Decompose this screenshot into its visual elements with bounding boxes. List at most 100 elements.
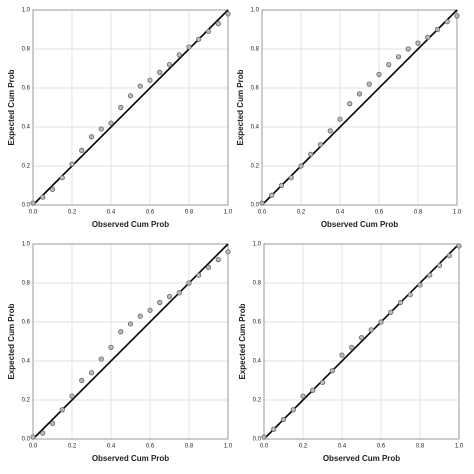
point (79, 147, 85, 153)
point (436, 262, 443, 269)
x-tick-label: 0.2 (68, 210, 77, 216)
point (118, 329, 124, 335)
point (30, 200, 36, 206)
point (456, 243, 462, 249)
reference-line (261, 9, 458, 206)
point (205, 264, 212, 270)
point (280, 416, 287, 423)
point (269, 192, 275, 198)
y-tick-label: 0.8 (22, 281, 31, 287)
y-tick-label: 0.0 (253, 437, 262, 443)
point (446, 253, 452, 259)
y-axis-label: Expected Cum Prob (238, 303, 247, 379)
point (186, 44, 192, 50)
point (300, 393, 306, 399)
x-tick-label: 1.0 (224, 210, 233, 216)
y-tick-label: 0.8 (22, 47, 31, 53)
x-axis-label: Observed Cum Prob (92, 454, 169, 463)
x-tick-label: 1.0 (453, 210, 462, 216)
point (59, 407, 65, 413)
y-tick-label: 0.8 (251, 47, 260, 53)
point (319, 379, 326, 386)
point (337, 116, 343, 122)
x-tick-label: 0.8 (185, 210, 194, 216)
y-tick-label: 1.0 (22, 8, 31, 14)
point (59, 175, 65, 181)
x-tick-label: 0.4 (338, 444, 347, 450)
point (98, 126, 104, 132)
y-tick-label: 0.0 (251, 203, 260, 209)
y-tick-label: 0.4 (251, 125, 260, 131)
point (356, 91, 363, 97)
point (427, 272, 433, 278)
x-tick-label: 1.0 (224, 444, 233, 450)
x-tick-label: 0.4 (336, 210, 345, 216)
y-tick-label: 1.0 (22, 242, 31, 248)
point (215, 21, 221, 27)
point (30, 434, 36, 440)
point (339, 352, 345, 358)
x-tick-label: 0.6 (146, 444, 155, 450)
plot-frame (261, 9, 458, 206)
point (395, 54, 402, 60)
point (40, 430, 46, 436)
point (127, 321, 134, 327)
y-tick-label: 0.4 (22, 125, 31, 131)
point (157, 299, 163, 306)
point (98, 356, 104, 362)
point (196, 36, 202, 42)
y-tick-label: 0.2 (22, 164, 31, 170)
y-tick-label: 0.6 (253, 320, 262, 326)
y-tick-label: 0.6 (22, 86, 31, 92)
x-tick-label: 1.0 (455, 444, 464, 450)
x-axis-label: Observed Cum Prob (321, 220, 398, 229)
x-axis-label: Observed Cum Prob (92, 220, 169, 229)
x-tick-label: 0.0 (260, 444, 269, 450)
point (417, 282, 423, 288)
point (127, 93, 134, 99)
point (454, 13, 460, 19)
y-tick-label: 1.0 (253, 242, 262, 248)
x-tick-label: 0.8 (185, 444, 194, 450)
point (444, 19, 450, 25)
reference-line (263, 243, 460, 440)
point (166, 294, 173, 300)
reference-line (32, 9, 229, 206)
point (327, 128, 333, 134)
point (378, 319, 384, 325)
x-tick-label: 0.4 (107, 444, 116, 450)
point (137, 313, 143, 319)
point (225, 11, 231, 17)
point (88, 370, 95, 376)
x-tick-label: 0.2 (299, 444, 308, 450)
x-tick-label: 0.6 (377, 444, 386, 450)
point (288, 175, 294, 181)
y-tick-label: 0.2 (251, 164, 260, 170)
x-tick-label: 0.8 (416, 444, 425, 450)
x-tick-label: 0.0 (29, 444, 38, 450)
point (69, 161, 75, 167)
point (157, 69, 163, 76)
plot-frame (32, 243, 229, 440)
point (329, 368, 335, 374)
x-tick-label: 0.0 (258, 210, 267, 216)
point (407, 292, 413, 298)
point (388, 309, 394, 315)
point (317, 141, 324, 148)
point (40, 194, 46, 200)
point (108, 344, 114, 350)
x-tick-label: 0.6 (146, 210, 155, 216)
y-tick-label: 0.8 (253, 281, 262, 287)
point (425, 34, 431, 40)
point (88, 134, 95, 140)
point (259, 200, 265, 206)
point (358, 334, 365, 341)
point (176, 52, 182, 58)
point (271, 426, 277, 432)
point (215, 256, 221, 263)
reference-line (32, 243, 229, 440)
y-tick-label: 0.2 (253, 398, 262, 404)
point (366, 81, 372, 87)
point (69, 393, 75, 399)
point (147, 77, 153, 83)
